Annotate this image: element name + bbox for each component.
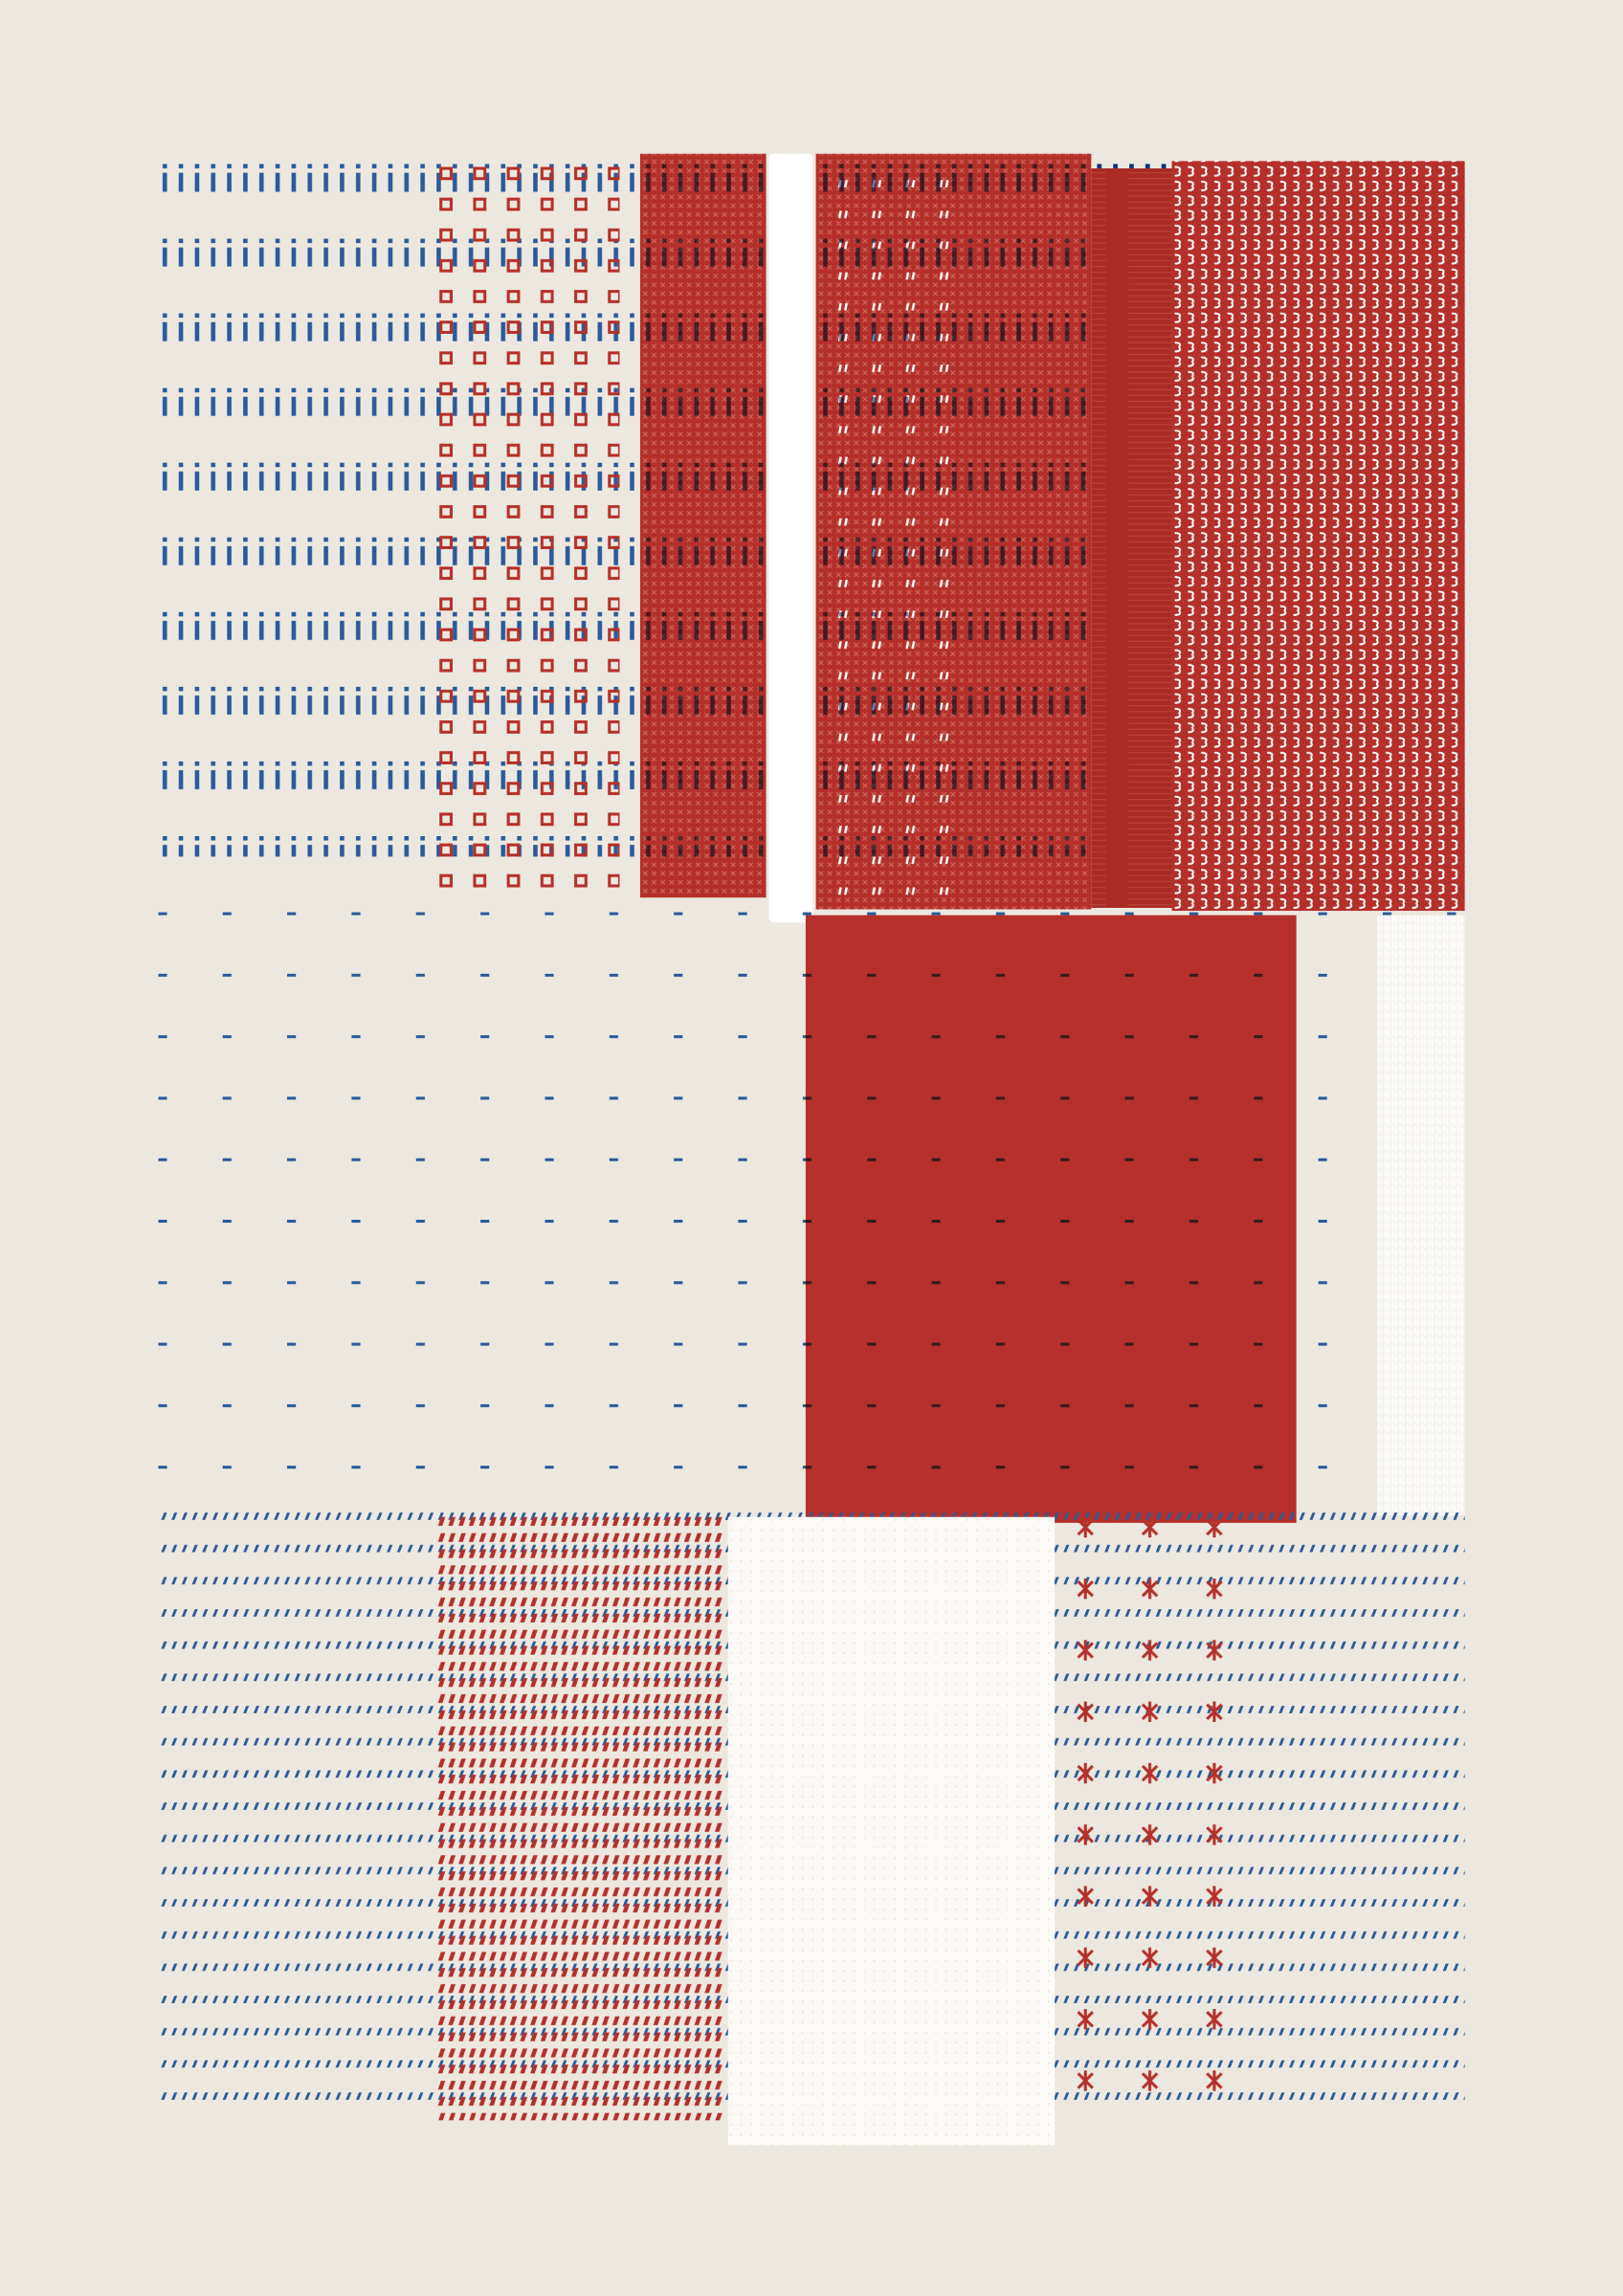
red-stripe-block bbox=[436, 1513, 725, 2121]
white-bar bbox=[768, 153, 813, 923]
white-strip bbox=[1376, 915, 1465, 1516]
red-three-block bbox=[1171, 161, 1465, 912]
red-cross-grid bbox=[1075, 1516, 1236, 2103]
dark-i-overlay bbox=[639, 153, 1172, 857]
white-block bbox=[727, 1516, 1056, 2146]
red-square-grid bbox=[436, 164, 620, 896]
dark-dash-grid bbox=[805, 915, 1297, 1487]
red-streak-block bbox=[1091, 168, 1172, 908]
